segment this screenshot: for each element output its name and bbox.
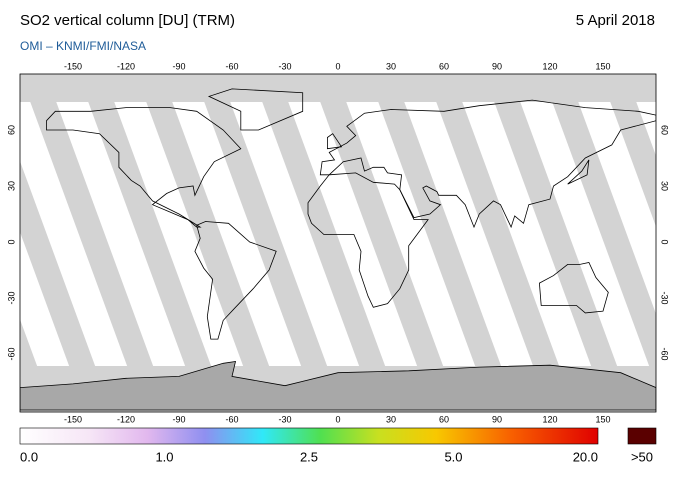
colorbar-label: 20.0 bbox=[573, 449, 598, 464]
lon-tick-label-top: -30 bbox=[278, 61, 291, 71]
lon-tick-label-top: 120 bbox=[542, 61, 557, 71]
polar-gap-north bbox=[20, 74, 656, 102]
antarctica bbox=[20, 361, 656, 411]
lon-tick-label-bottom: -120 bbox=[117, 414, 135, 424]
coastline bbox=[307, 172, 429, 308]
coastline bbox=[327, 133, 343, 150]
lat-tick-label-right: 30 bbox=[660, 181, 670, 191]
lat-tick-label-right: 60 bbox=[660, 125, 670, 135]
lat-tick-label-right: -30 bbox=[660, 291, 670, 304]
lon-tick-label-bottom: -60 bbox=[225, 414, 238, 424]
orbit-gap bbox=[20, 74, 170, 412]
lon-tick-label-top: -120 bbox=[117, 61, 135, 71]
orbit-gap bbox=[426, 74, 576, 412]
lon-tick-label-bottom: -150 bbox=[64, 414, 82, 424]
source: OMI – KNMI/FMI/NASA bbox=[20, 39, 146, 53]
orbit-gap bbox=[484, 74, 634, 412]
colorbar bbox=[19, 427, 599, 445]
orbit-gap bbox=[194, 74, 344, 412]
orbit-gap bbox=[368, 74, 518, 412]
orbit-gap bbox=[600, 74, 656, 227]
lon-tick-label-bottom: 90 bbox=[492, 414, 502, 424]
coastline bbox=[319, 99, 656, 229]
coastline bbox=[538, 262, 609, 314]
date: 5 April 2018 bbox=[576, 12, 655, 29]
map-frame bbox=[19, 73, 657, 413]
orbit-gap bbox=[252, 74, 402, 412]
lat-tick-label-left: 0 bbox=[6, 239, 16, 244]
lon-tick-label-top: 60 bbox=[439, 61, 449, 71]
orbit-gap bbox=[542, 74, 656, 385]
colorbar-label: 1.0 bbox=[155, 449, 173, 464]
lat-tick-label-right: -60 bbox=[660, 347, 670, 360]
lat-tick-label-right: 0 bbox=[660, 239, 670, 244]
orbit-gap bbox=[310, 74, 460, 412]
colorbar-label: 0.0 bbox=[20, 449, 38, 464]
lon-tick-label-bottom: 30 bbox=[386, 414, 396, 424]
lat-tick-label-left: 60 bbox=[6, 125, 16, 135]
colorbar-over bbox=[627, 427, 657, 445]
lon-tick-label-top: -90 bbox=[172, 61, 185, 71]
coastline bbox=[194, 221, 277, 340]
lon-tick-label-bottom: 120 bbox=[542, 414, 557, 424]
coastline bbox=[207, 88, 304, 131]
lat-tick-label-left: 30 bbox=[6, 181, 16, 191]
lon-tick-label-top: -150 bbox=[64, 61, 82, 71]
lon-tick-label-top: 150 bbox=[595, 61, 610, 71]
lon-tick-label-bottom: 60 bbox=[439, 414, 449, 424]
coastline bbox=[567, 159, 590, 185]
colorbar-label: 5.0 bbox=[444, 449, 462, 464]
coastline bbox=[46, 107, 242, 228]
lon-tick-label-top: 0 bbox=[335, 61, 340, 71]
lon-tick-label-top: 90 bbox=[492, 61, 502, 71]
colorbar-over-label: >50 bbox=[631, 449, 653, 464]
lon-tick-label-bottom: 0 bbox=[335, 414, 340, 424]
lon-tick-label-top: -60 bbox=[225, 61, 238, 71]
colorbar-label: 2.5 bbox=[300, 449, 318, 464]
title: SO2 vertical column [DU] (TRM) bbox=[20, 12, 235, 29]
lon-tick-label-bottom: 150 bbox=[595, 414, 610, 424]
lon-tick-label-top: 30 bbox=[386, 61, 396, 71]
lat-tick-label-left: -30 bbox=[6, 291, 16, 304]
lon-tick-label-bottom: -90 bbox=[172, 414, 185, 424]
map bbox=[20, 74, 656, 412]
lon-tick-label-bottom: -30 bbox=[278, 414, 291, 424]
orbit-gap bbox=[136, 74, 286, 412]
orbit-gap bbox=[20, 161, 112, 412]
lat-tick-label-left: -60 bbox=[6, 347, 16, 360]
orbit-gap bbox=[78, 74, 228, 412]
